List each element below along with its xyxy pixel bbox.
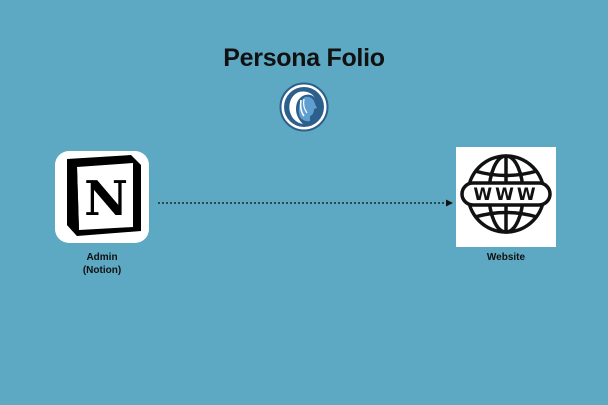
website-node-label: Website <box>486 252 526 263</box>
www-globe-icon: WWW <box>460 154 552 234</box>
notion-logo-icon: N <box>55 151 149 243</box>
www-icon-text: WWW <box>473 185 538 205</box>
admin-node-label: Admin (Notion) <box>62 251 142 277</box>
diagram-title: Persona Folio <box>223 44 385 72</box>
persona-folio-logo-icon <box>279 82 329 132</box>
svg-text:N: N <box>84 171 128 227</box>
admin-label-line2: (Notion) <box>82 265 122 276</box>
admin-label-line1: Admin <box>86 252 118 263</box>
admin-to-website-arrow <box>158 199 453 207</box>
website-node: WWW <box>456 147 556 247</box>
